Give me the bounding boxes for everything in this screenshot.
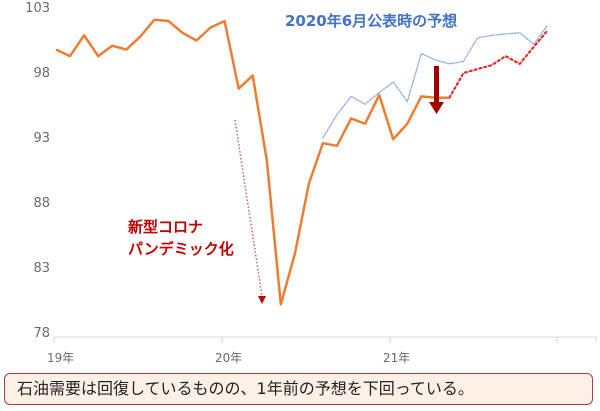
x-tick-label: 21年 [383,351,411,365]
pandemic-arrow-icon [234,119,266,304]
pandemic-annotation: 新型コロナ パンデミック化 [128,216,234,260]
summary-callout: 石油需要は回復しているものの、1年前の予想を下回っている。 [4,373,593,405]
pandemic-annotation-line2: パンデミック化 [128,240,234,258]
series-line-2 [322,24,549,139]
y-tick-label: 98 [33,66,50,81]
x-tick-label: 20年 [215,351,243,365]
y-tick-label: 103 [25,1,50,16]
x-tick-label: 19年 [47,351,75,365]
series-layer [55,18,549,306]
y-tick-label: 83 [33,261,50,276]
y-tick-label: 78 [33,326,50,341]
y-tick-label: 88 [33,196,50,211]
forecast-legend-label: 2020年6月公表時の予想 [285,12,458,30]
series-line-1 [448,29,549,99]
series-line-0 [55,18,450,306]
down-arrow-icon [429,66,444,114]
pandemic-annotation-line1: 新型コロナ [128,218,204,236]
y-tick-label: 93 [33,131,50,146]
